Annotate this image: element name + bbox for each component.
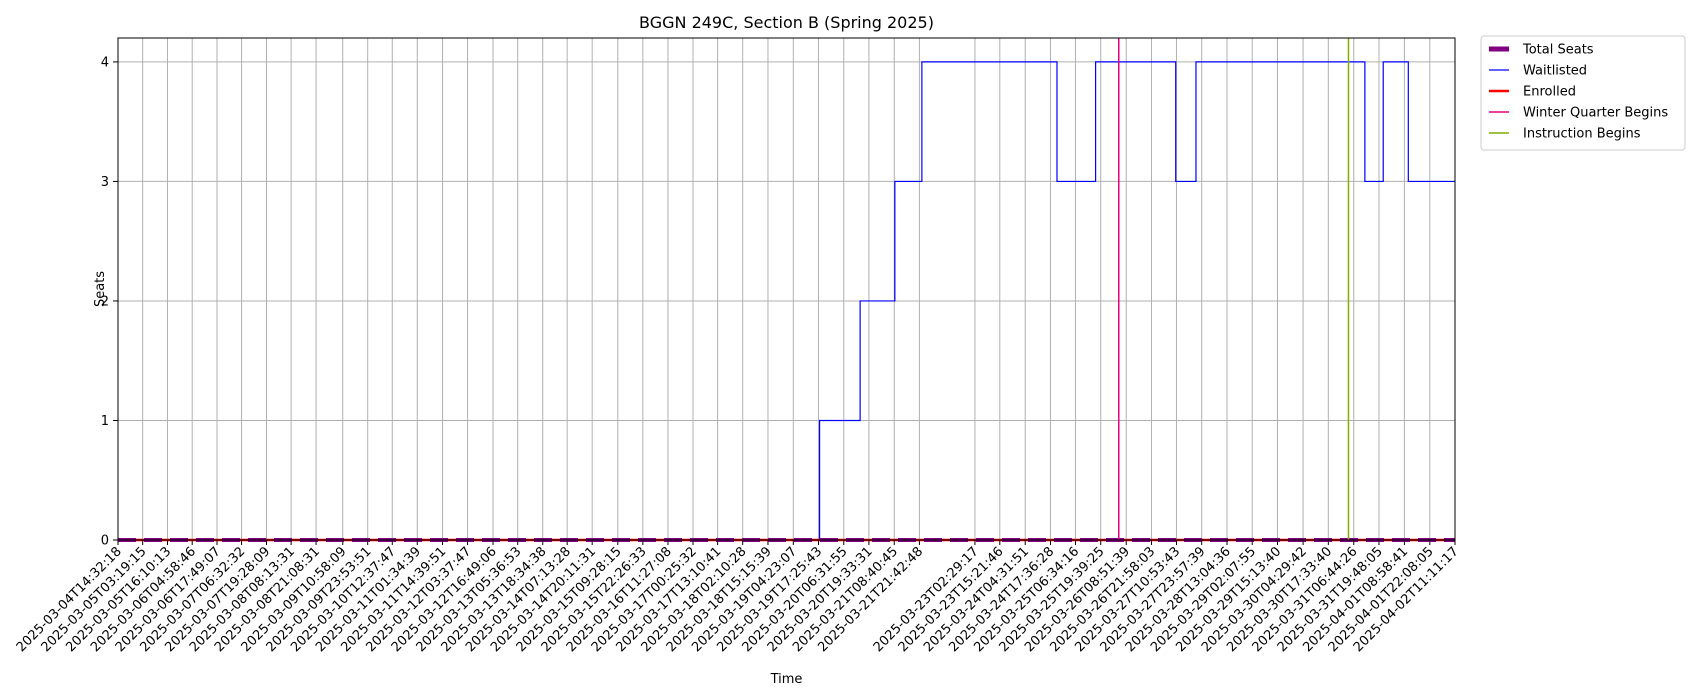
legend-label: Waitlisted [1523, 64, 1587, 79]
legend-label: Instruction Begins [1523, 127, 1641, 142]
legend: Total Seats Waitlisted Enrolled Winter Quar… [1480, 35, 1686, 151]
x-axis: 2025-03-04T14:32:182025-03-05T03:19:1520… [14, 540, 1462, 655]
series-layer [118, 38, 1455, 542]
y-tick-label: 4 [101, 55, 109, 70]
series-waitlisted [118, 61, 1455, 541]
y-tick-label: 2 [101, 294, 109, 309]
y-tick-label: 3 [101, 175, 109, 190]
chart-title: BGGN 249C, Section B (Spring 2025) [639, 13, 934, 32]
legend-label: Winter Quarter Begins [1523, 106, 1668, 121]
legend-label: Enrolled [1523, 85, 1576, 100]
y-axis: 0 1 2 3 4 [101, 55, 118, 549]
grid [117, 38, 1456, 541]
y-tick-label: 0 [101, 534, 109, 549]
x-axis-label: Time [770, 672, 803, 687]
y-tick-label: 1 [101, 414, 109, 429]
plot-frame [117, 37, 1456, 541]
legend-label: Total Seats [1522, 43, 1594, 58]
legend-box [1480, 35, 1686, 151]
y-axis-label: Seats [93, 271, 108, 307]
